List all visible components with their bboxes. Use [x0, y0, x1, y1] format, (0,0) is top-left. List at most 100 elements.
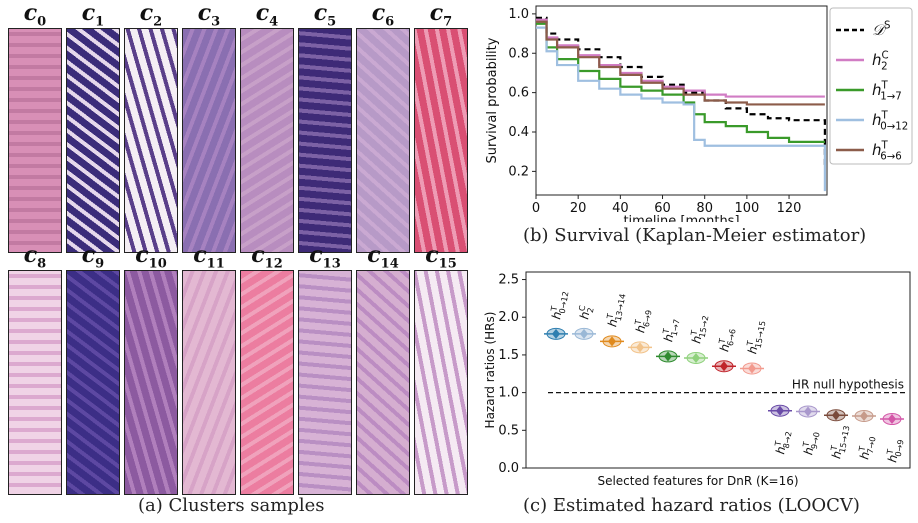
hr-point-label-11-sup: T — [856, 445, 867, 453]
cluster-label-c14: c14 — [367, 242, 399, 272]
hr-point-1 — [580, 328, 588, 339]
km-xlabel: timeline [months] — [623, 214, 739, 222]
hr-point-label-7-sub: 15→15 — [753, 320, 768, 349]
hr-ylabel: Hazard ratios (HRs) — [483, 312, 497, 429]
hr-point-3 — [636, 342, 644, 353]
km-series-4 — [536, 20, 825, 106]
hr-point-label-8-sup: T — [772, 440, 783, 448]
hr-point-label-3: hT6→9 — [631, 308, 653, 335]
cluster-label-c11: c11 — [193, 242, 225, 272]
hr-point-label-0-sup: T — [548, 305, 559, 313]
km-legend-label-1: hC 2 — [872, 51, 889, 73]
hr-point-label-2-sup: T — [604, 313, 615, 321]
hr-ytick-label: 2.0 — [498, 310, 519, 325]
hr-point-label-0: hT0→12 — [547, 289, 570, 321]
cluster-tile-c6 — [356, 28, 410, 253]
km-xtick-label: 60 — [654, 201, 671, 216]
hr-point-label-4: hT1→7 — [659, 317, 681, 344]
hr-point-label-10-main: h — [829, 450, 844, 460]
cluster-cell: c2 — [124, 0, 178, 253]
hr-null-label: HR null hypothesis — [792, 378, 904, 392]
hr-point-label-5: hT15→2 — [687, 313, 710, 345]
hr-point-8 — [776, 405, 784, 416]
km-ytick-label: 0.8 — [508, 46, 529, 61]
km-xtick-label: 120 — [777, 201, 802, 216]
hr-point-label-4-sup: T — [660, 328, 671, 336]
hr-point-label-8: hT8→2 — [771, 429, 793, 456]
km-legend-label-0-sup: S — [884, 21, 890, 32]
cluster-tile-c1 — [66, 28, 120, 253]
caption-b: (b) Survival (Kaplan-Meier estimator) — [523, 225, 867, 246]
hr-point-label-11-main: h — [857, 451, 872, 461]
hr-point-label-12-sup: T — [884, 448, 895, 456]
cluster-cell: c3 — [182, 0, 236, 253]
hr-point-7 — [748, 363, 756, 374]
hr-point-label-3-sub: 6→9 — [641, 309, 654, 328]
hr-point-11 — [860, 410, 868, 421]
hr-point-label-5-sub: 15→2 — [697, 315, 711, 339]
cluster-cell: c12 — [240, 242, 294, 495]
hr-point-label-12: hT0→9 — [883, 437, 905, 464]
km-xtick-label: 20 — [570, 201, 587, 216]
hr-xlabel: Selected features for DnR (K=16) — [597, 474, 798, 488]
cluster-tile-c3 — [182, 28, 236, 253]
km-legend-label-2-main: h — [872, 81, 882, 99]
hr-point-label-11: hT7→0 — [855, 434, 877, 461]
km-legend-label-2-sub: 1→7 — [880, 92, 902, 103]
hr-point-label-3-sup: T — [632, 319, 643, 327]
km-legend-label-1-sub: 2 — [881, 62, 887, 73]
cluster-label-c5: c5 — [313, 0, 337, 30]
km-ytick-label: 0.4 — [508, 125, 529, 140]
cluster-cell: c7 — [414, 0, 468, 253]
km-legend-label-1-sup: C — [882, 51, 889, 62]
hr-point-label-2-main: h — [605, 318, 620, 328]
km-ytick-label: 1.0 — [508, 7, 529, 22]
hr-point-label-7: hT15→15 — [743, 319, 767, 356]
km-series-2 — [536, 22, 825, 143]
clusters-row-1: c0 c1 c2 c3 c4 c5 c6 c7 — [8, 0, 468, 253]
hr-point-label-5-main: h — [689, 335, 704, 345]
cluster-cell: c9 — [66, 242, 120, 495]
cluster-tile-c10 — [124, 270, 178, 495]
cluster-label-c4: c4 — [255, 0, 279, 30]
cluster-cell: c1 — [66, 0, 120, 253]
hr-point-label-9-sub: 9→0 — [809, 431, 822, 450]
cluster-tile-c12 — [240, 270, 294, 495]
hr-point-label-5-sup: T — [688, 329, 699, 337]
hr-point-label-2-sub: 13→14 — [613, 293, 628, 322]
km-legend-label-0-main: 𝒟 — [872, 21, 887, 39]
hr-point-label-12-main: h — [885, 454, 900, 464]
hr-ytick-label: 0.5 — [498, 423, 519, 438]
hr-point-label-8-main: h — [773, 445, 788, 455]
cluster-tile-c5 — [298, 28, 352, 253]
cluster-cell: c4 — [240, 0, 294, 253]
hr-point-label-12-sub: 0→9 — [893, 439, 906, 458]
hr-ytick-label: 1.5 — [498, 348, 519, 363]
hr-point-label-1-sub: 2 — [585, 307, 596, 314]
cluster-tile-c0 — [8, 28, 62, 253]
km-legend-label-4: hT 6→6 — [872, 141, 902, 163]
hr-point-label-6: hT6→6 — [715, 327, 737, 354]
km-legend-label-4-main: h — [872, 141, 882, 159]
hr-plot-frame — [525, 271, 911, 469]
cluster-label-c6: c6 — [371, 0, 395, 30]
km-legend-box — [829, 7, 913, 165]
hr-point-4 — [664, 351, 672, 362]
km-ytick-label: 0.6 — [508, 86, 529, 101]
cluster-label-c0: c0 — [23, 0, 47, 30]
hr-point-label-1-sup: C — [576, 304, 587, 312]
hr-point-label-6-sup: T — [716, 338, 727, 346]
hr-point-label-4-main: h — [661, 333, 676, 343]
hr-point-0 — [552, 328, 560, 339]
km-legend-label-3: hT 0→12 — [872, 111, 908, 133]
cluster-label-c9: c9 — [81, 242, 105, 272]
km-ytick-label: 0.2 — [508, 164, 529, 179]
hr-point-label-1: hC2 — [575, 304, 596, 321]
cluster-cell: c14 — [356, 242, 410, 495]
cluster-tile-c13 — [298, 270, 352, 495]
hr-point-label-10-sup: T — [828, 445, 839, 453]
cluster-label-c12: c12 — [251, 242, 283, 272]
cluster-cell: c15 — [414, 242, 468, 495]
hr-point-label-4-sub: 1→7 — [669, 318, 682, 337]
cluster-label-c7: c7 — [429, 0, 453, 30]
